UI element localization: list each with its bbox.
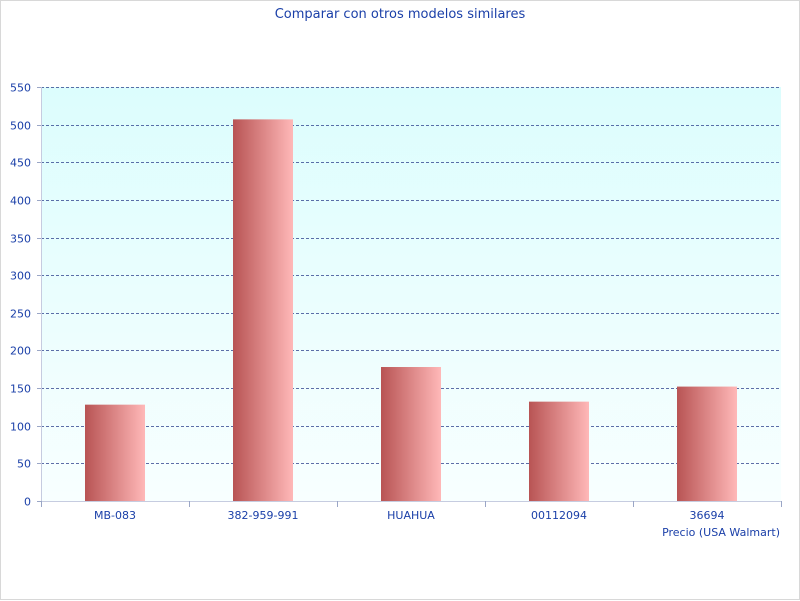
x-tick-label: 00112094 <box>531 509 587 522</box>
x-axis-label: Precio (USA Walmart) <box>662 526 780 539</box>
y-tick-label: 200 <box>10 345 31 358</box>
y-axis: 0 50 100 150 200 250 300 350 400 450 500 550 <box>10 82 42 509</box>
y-tick-label: 50 <box>17 458 31 471</box>
y-tick-label: 400 <box>10 195 31 208</box>
x-tick-label: MB-083 <box>94 509 136 522</box>
chart-title: Comparar con otros modelos similares <box>275 7 526 22</box>
x-tick-label: HUAHUA <box>387 509 435 522</box>
y-tick-label: 500 <box>10 120 31 133</box>
y-tick-label: 100 <box>10 421 31 434</box>
y-tick-label: 300 <box>10 270 31 283</box>
bar-mb-083 <box>85 404 145 501</box>
bars <box>85 119 737 501</box>
bar-00112094 <box>529 401 589 501</box>
y-tick-label: 250 <box>10 308 31 321</box>
bar-36694 <box>677 386 737 501</box>
bar-huahua <box>381 367 441 501</box>
bar-382-959-991 <box>233 119 293 501</box>
y-tick-label: 450 <box>10 157 31 170</box>
y-tick-label: 0 <box>24 496 31 509</box>
x-axis: MB-083 382-959-991 HUAHUA 00112094 36694 <box>41 501 782 522</box>
y-tick-label: 150 <box>10 383 31 396</box>
y-tick-label: 350 <box>10 233 31 246</box>
y-tick-label: 550 <box>10 82 31 95</box>
x-tick-label: 36694 <box>690 509 725 522</box>
x-tick-label: 382-959-991 <box>228 509 299 522</box>
